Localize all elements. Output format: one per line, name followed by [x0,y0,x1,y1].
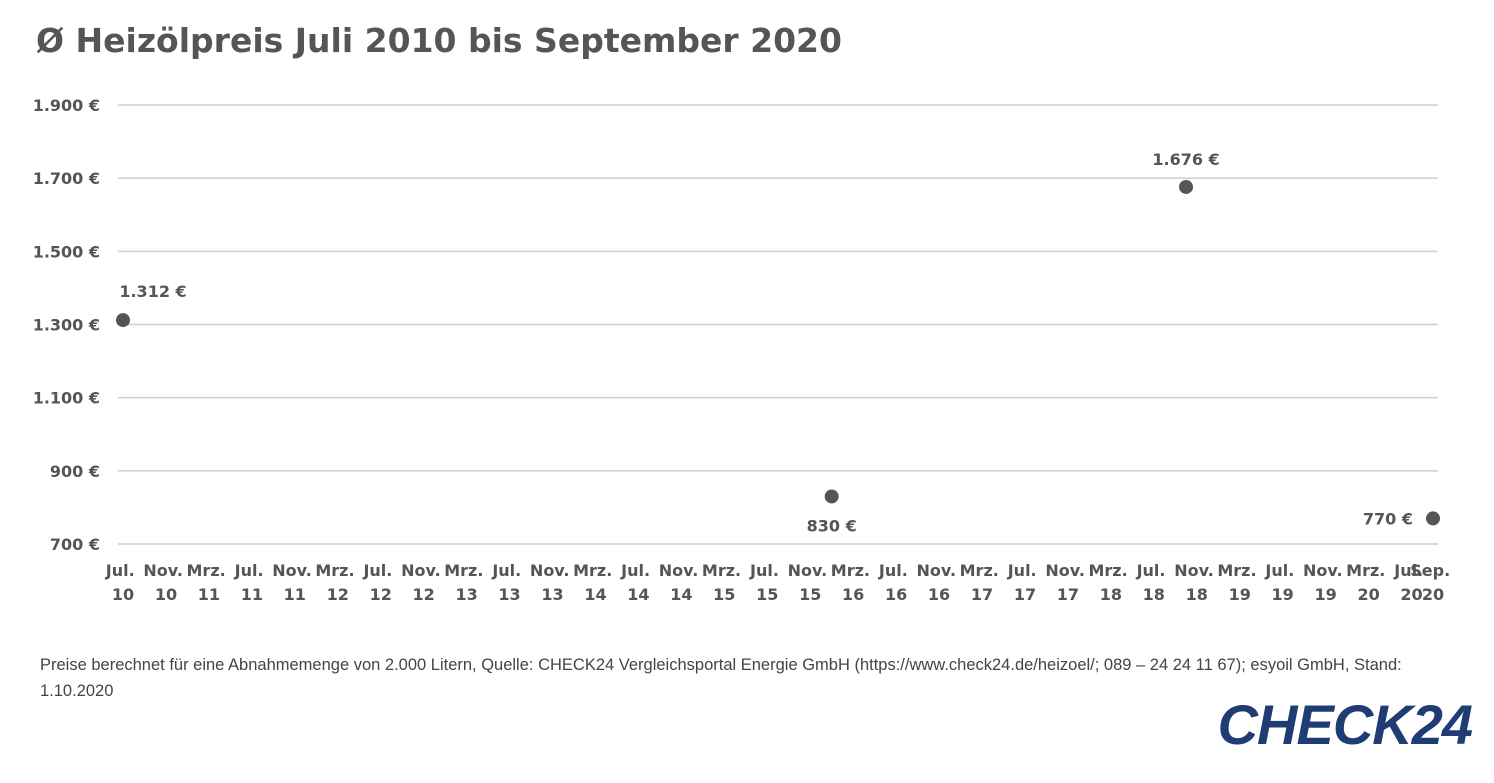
x-tick-label: Jul. 15 [749,561,784,604]
x-tick-label: Jul. 12 [362,561,397,604]
y-tick-label: 1.100 € [33,389,100,408]
value-label: 1.312 € [119,282,186,301]
x-tick-label: Mrz. 15 [702,561,747,604]
y-tick-label: 700 € [50,535,100,554]
chart-title: Ø Heizölpreis Juli 2010 bis September 20… [36,21,842,60]
x-tick-label: Mrz. 14 [573,561,618,604]
logo: CHECK24 [1217,693,1473,756]
x-tick-label: Jul. 13 [491,561,526,604]
x-tick-label: Mrz. 11 [187,561,232,604]
x-tick-label: Mrz. 17 [960,561,1005,604]
x-tick-label: Jul. 20 [1393,561,1428,604]
x-tick-label: Nov. 12 [401,561,446,604]
x-tick-label: Nov. 16 [916,561,961,604]
x-tick-label: Nov. 11 [272,561,317,604]
x-tick-label: Mrz. 12 [315,561,360,604]
y-tick-label: 1.900 € [33,96,100,115]
x-tick-label: Mrz. 19 [1217,561,1262,604]
marker [824,489,839,504]
x-tick-label: Jul. 10 [105,561,140,604]
x-tick-label: Mrz. 20 [1346,561,1391,604]
x-tick-label: Jul. 14 [620,561,655,604]
x-tick-label: Nov. 17 [1045,561,1090,604]
footnote: Preise berechnet für eine Abnahmemenge v… [40,656,1402,700]
x-tick-label: Nov. 13 [530,561,575,604]
x-tick-label: Jul. 11 [234,561,269,604]
y-tick-label: 1.500 € [33,242,100,261]
x-tick-label: Sep. 20 [1410,561,1455,604]
x-tick-label: Nov. 18 [1174,561,1219,604]
x-tick-label: Nov. 10 [143,561,188,604]
marker [1426,511,1440,526]
y-tick-label: 1.300 € [33,316,100,335]
value-label: 770 € [1363,509,1413,528]
value-label: 1.676 € [1152,150,1219,169]
value-label: 830 € [807,516,857,535]
y-tick-label: 1.700 € [33,169,100,188]
marker [116,313,130,328]
x-tick-label: Nov. 19 [1303,561,1348,604]
x-tick-label: Jul. 16 [878,561,913,604]
y-tick-label: 900 € [50,462,100,481]
x-tick-label: Nov. 14 [659,561,704,604]
marker [1179,179,1194,194]
x-tick-label: Jul. 17 [1007,561,1042,604]
chart: Ø Heizölpreis Juli 2010 bis September 20… [33,21,1456,604]
x-tick-label: Nov. 15 [788,561,833,604]
x-tick-label: Mrz. 18 [1088,561,1133,604]
x-tick-label: Mrz. 13 [444,561,489,604]
x-tick-label: Mrz. 16 [831,561,876,604]
x-tick-label: Jul. 19 [1264,561,1299,604]
x-tick-label: Jul. 18 [1136,561,1171,604]
